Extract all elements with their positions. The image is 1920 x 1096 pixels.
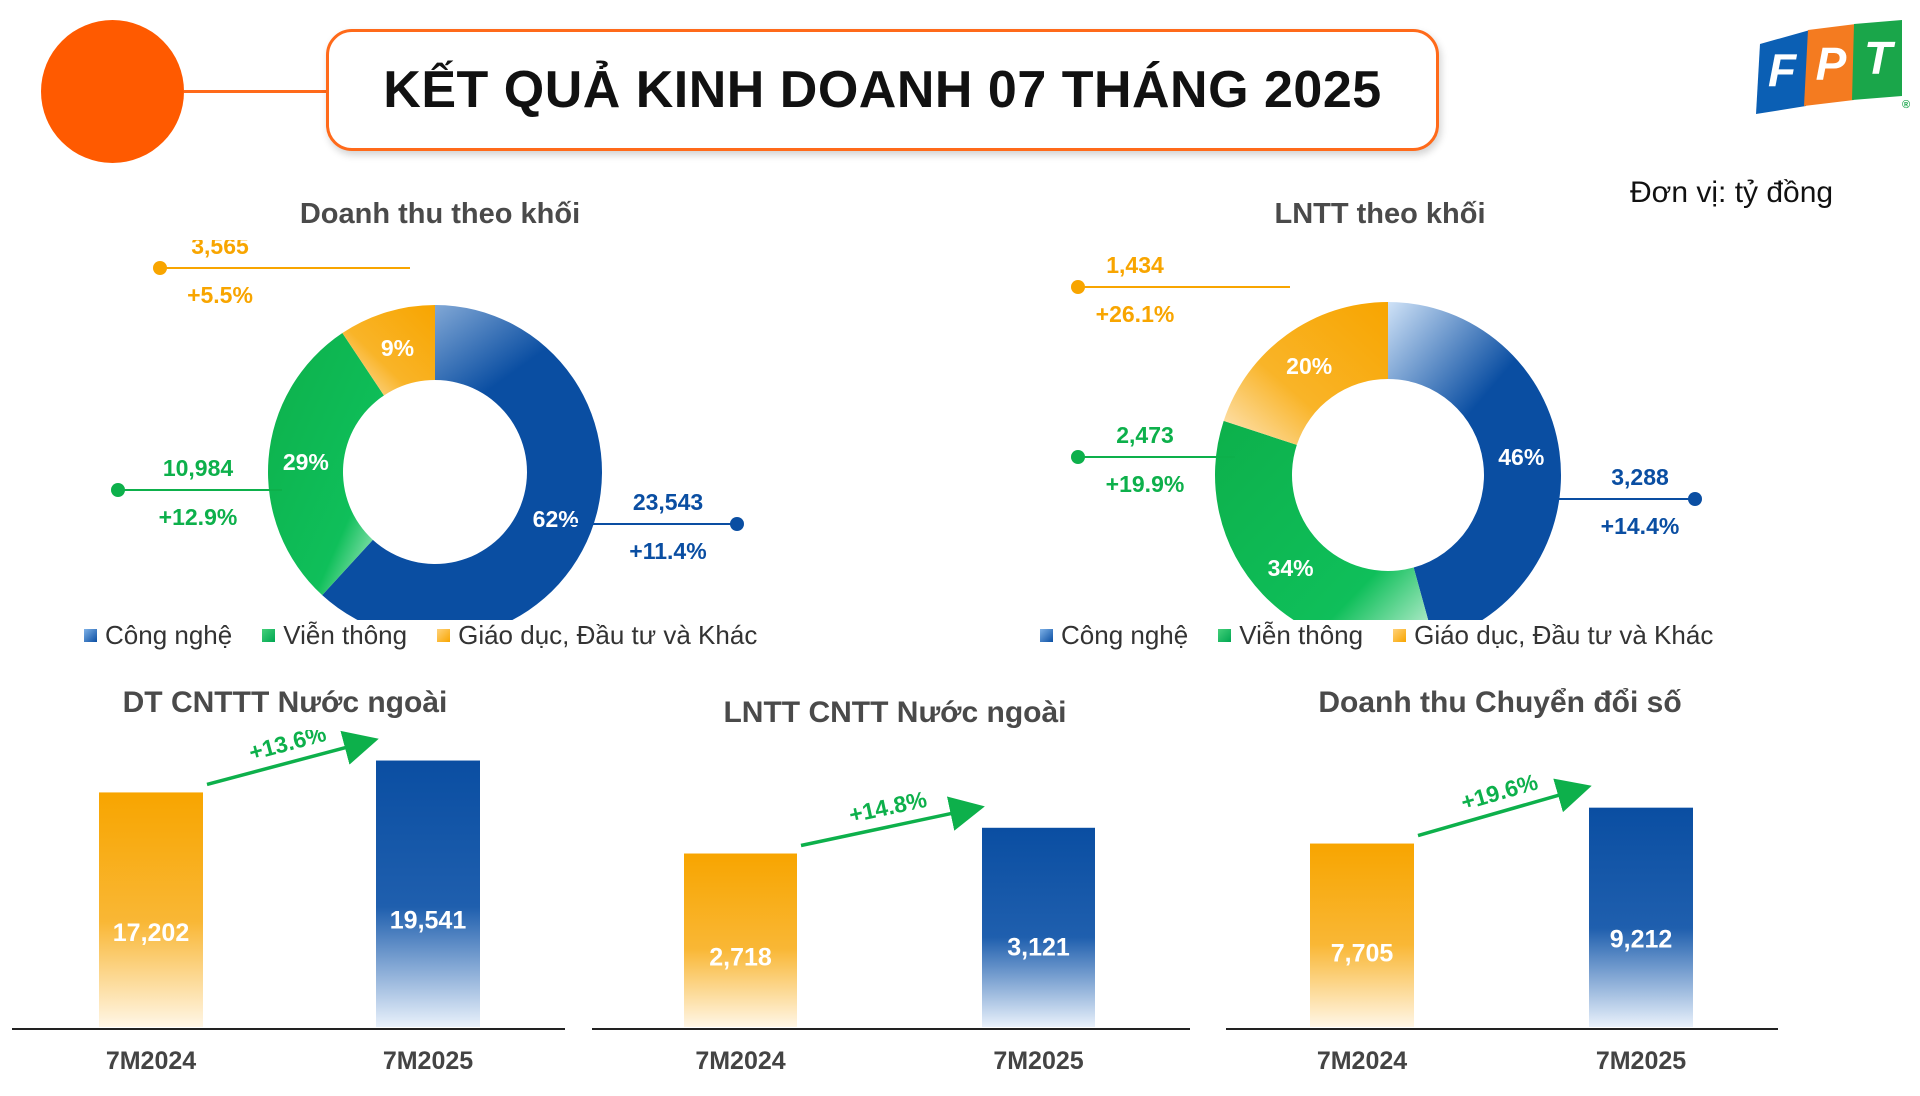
donut-slice [1215, 420, 1429, 620]
value-label: 3,565 [191, 240, 249, 259]
bar-chart-overseas-revenue: 17,202 7M2024 19,541 7M2025 +13.6% [12, 730, 565, 1075]
chart-title: LNTT theo khối [1274, 198, 1486, 230]
callout-dot [1688, 492, 1702, 506]
legend-label: Công nghệ [105, 620, 233, 650]
legend-label: Giáo dục, Đầu tư và Khác [1414, 620, 1714, 650]
bar [99, 792, 203, 1027]
bar-chart-digital-transformation: 7,705 7M2024 9,212 7M2025 +19.6% [1226, 769, 1778, 1075]
callout-dot [111, 483, 125, 497]
legend-item: Viễn thông [262, 620, 407, 651]
value-label: 1,434 [1106, 252, 1164, 278]
legend-item: Giáo dục, Đầu tư và Khác [437, 620, 757, 651]
value-label: 10,984 [163, 455, 234, 481]
svg-text:P: P [1816, 38, 1847, 90]
bar-value-label: 2,718 [709, 944, 772, 972]
callout-dot [730, 517, 744, 531]
value-label: 2,473 [1116, 422, 1174, 448]
x-tick-label: 7M2024 [1317, 1047, 1407, 1075]
x-tick-label: 7M2024 [106, 1047, 196, 1075]
growth-arrow [1417, 778, 1592, 838]
svg-text:®: ® [1902, 99, 1910, 111]
slice-percent-label: 62% [533, 506, 579, 532]
svg-text:T: T [1864, 32, 1896, 84]
donut-slice [1223, 302, 1388, 445]
slice-percent-label: 46% [1498, 444, 1544, 470]
legend-swatch [1040, 629, 1053, 642]
callout-dot [1071, 280, 1085, 294]
growth-label: +14.4% [1601, 513, 1680, 539]
growth-label: +11.4% [629, 538, 706, 564]
legend-swatch [437, 629, 451, 642]
legend-label: Viễn thông [283, 620, 408, 650]
legend-item: Công nghệ [84, 620, 232, 651]
x-tick-label: 7M2025 [1596, 1047, 1686, 1075]
value-label: 3,288 [1611, 464, 1669, 490]
chart-title: LNTT CNTT Nước ngoài [723, 696, 1067, 729]
legend: Công nghệ Viễn thông Giáo dục, Đầu tư và… [1040, 620, 1743, 651]
donut-slice [342, 305, 435, 396]
bar-value-label: 9,212 [1610, 925, 1673, 953]
callout-dot [153, 261, 167, 275]
fpt-logo: F P T ® [1756, 20, 1910, 114]
bar-value-label: 17,202 [113, 919, 189, 947]
slice-percent-label: 9% [381, 335, 414, 361]
growth-label: +12.9% [159, 504, 238, 530]
callout-dot [1071, 450, 1085, 464]
donut-slice [322, 305, 602, 620]
donut-chart-profit: 46% 34% 20% 3,288 +14.4% 2,473 +19.9% 1,434 +26.… [1071, 252, 1702, 620]
decorative-line [184, 90, 327, 93]
bar [376, 760, 480, 1027]
growth-label: +13.6% [246, 730, 329, 765]
legend-swatch [262, 629, 276, 642]
x-tick-label: 7M2025 [383, 1047, 473, 1075]
growth-label: +19.6% [1458, 769, 1541, 816]
chart-title: Doanh thu Chuyển đổi số [1318, 686, 1682, 719]
growth-label: +5.5% [187, 282, 253, 308]
bar-value-label: 3,121 [1007, 933, 1070, 961]
growth-arrow [206, 730, 379, 787]
page-title: KẾT QUẢ KINH DOANH 07 THÁNG 2025 [383, 61, 1382, 119]
chart-title: Doanh thu theo khối [299, 198, 581, 230]
legend-swatch [1218, 629, 1232, 642]
unit-label: Đơn vị: tỷ đồng [1630, 176, 1834, 209]
bar-value-label: 7,705 [1331, 940, 1394, 968]
x-tick-label: 7M2025 [993, 1047, 1083, 1075]
slice-percent-label: 20% [1286, 353, 1332, 379]
chart-title: DT CNTTT Nước ngoài [122, 686, 448, 719]
value-label: 23,543 [633, 489, 703, 515]
x-tick-label: 7M2024 [695, 1047, 785, 1075]
donut-slice [268, 333, 384, 596]
legend-swatch [1393, 629, 1407, 642]
bar-value-label: 19,541 [390, 906, 467, 934]
legend-item: Giáo dục, Đầu tư và Khác [1393, 620, 1713, 651]
slice-percent-label: 29% [283, 449, 329, 475]
bar [1310, 843, 1414, 1027]
growth-label: +26.1% [1096, 301, 1175, 327]
growth-label: +19.9% [1106, 471, 1185, 497]
legend-swatch [84, 629, 97, 642]
donut-slice [1388, 302, 1561, 620]
legend-item: Công nghệ [1040, 620, 1188, 651]
svg-text:F: F [1768, 44, 1798, 96]
legend-label: Viễn thông [1239, 620, 1364, 650]
legend: Công nghệ Viễn thông Giáo dục, Đầu tư và… [84, 620, 787, 651]
legend-label: Công nghệ [1061, 620, 1189, 650]
donut-chart-revenue: 62% 29% 9% 23,543 +11.4% 10,984 +12.9% 3,565 +5.… [111, 240, 744, 620]
bar [1589, 807, 1693, 1027]
legend-label: Giáo dục, Đầu tư và Khác [458, 620, 758, 650]
slice-percent-label: 34% [1268, 555, 1314, 581]
legend-item: Viễn thông [1218, 620, 1363, 651]
decorative-circle [41, 20, 184, 163]
bar [982, 827, 1095, 1027]
bar [684, 853, 797, 1027]
title-box: KẾT QUẢ KINH DOANH 07 THÁNG 2025 [326, 29, 1439, 151]
growth-arrow [800, 796, 985, 848]
